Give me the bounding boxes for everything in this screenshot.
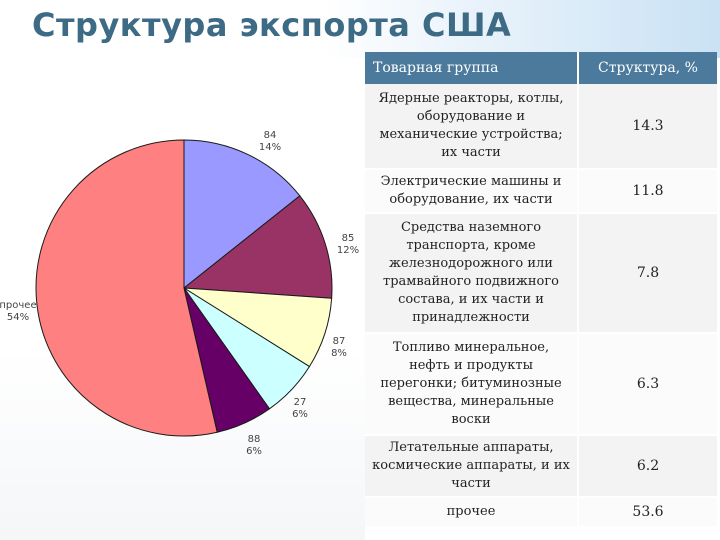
- slice-label-2: 87 8%: [331, 336, 347, 359]
- cell-value: 7.8: [579, 214, 717, 334]
- pie-slice-1: [182, 195, 333, 299]
- table-row: Летательные аппараты, космические аппара…: [365, 436, 717, 498]
- table-header-row: Товарная группа Структура, %: [365, 52, 717, 84]
- cell-value: 6.3: [579, 334, 717, 436]
- pie-slice-0: [183, 139, 301, 290]
- cell-group: Электрические машины и оборудование, их …: [365, 170, 579, 214]
- slice-label-0: 84 14%: [259, 130, 281, 153]
- table-row: Ядерные реакторы, котлы, оборудование и …: [365, 84, 717, 170]
- slice-label-3: 27 6%: [292, 397, 308, 420]
- table-row: Средства наземного транспорта, кроме жел…: [365, 214, 717, 334]
- cell-group: Средства наземного транспорта, кроме жел…: [365, 214, 579, 334]
- title-band: [0, 0, 720, 58]
- cell-value: 14.3: [579, 84, 717, 170]
- cell-group: Летательные аппараты, космические аппара…: [365, 436, 579, 498]
- cell-value: 6.2: [579, 436, 717, 498]
- page-title: Структура экспорта США: [32, 6, 512, 44]
- slice-label-5: прочее 54%: [0, 300, 37, 323]
- table-row: Электрические машины и оборудование, их …: [365, 170, 717, 214]
- cell-value: 53.6: [579, 498, 717, 528]
- cell-group: Топливо минеральное, нефть и продукты пе…: [365, 334, 579, 436]
- table-row: Топливо минеральное, нефть и продукты пе…: [365, 334, 717, 436]
- pie-slice-5: [35, 139, 218, 437]
- table-row: прочее 53.6: [365, 498, 717, 528]
- cell-group: прочее: [365, 498, 579, 528]
- cell-value: 11.8: [579, 170, 717, 214]
- slice-label-1: 85 12%: [337, 233, 359, 256]
- export-structure-table: Товарная группа Структура, % Ядерные реа…: [365, 52, 717, 528]
- header-group: Товарная группа: [365, 52, 579, 84]
- header-structure: Структура, %: [579, 52, 717, 84]
- slice-label-4: 88 6%: [246, 434, 262, 457]
- cell-group: Ядерные реакторы, котлы, оборудование и …: [365, 84, 579, 170]
- pie-chart: 84 14% 85 12% 87 8% 27 6% 88 6% прочее 54%: [0, 130, 359, 457]
